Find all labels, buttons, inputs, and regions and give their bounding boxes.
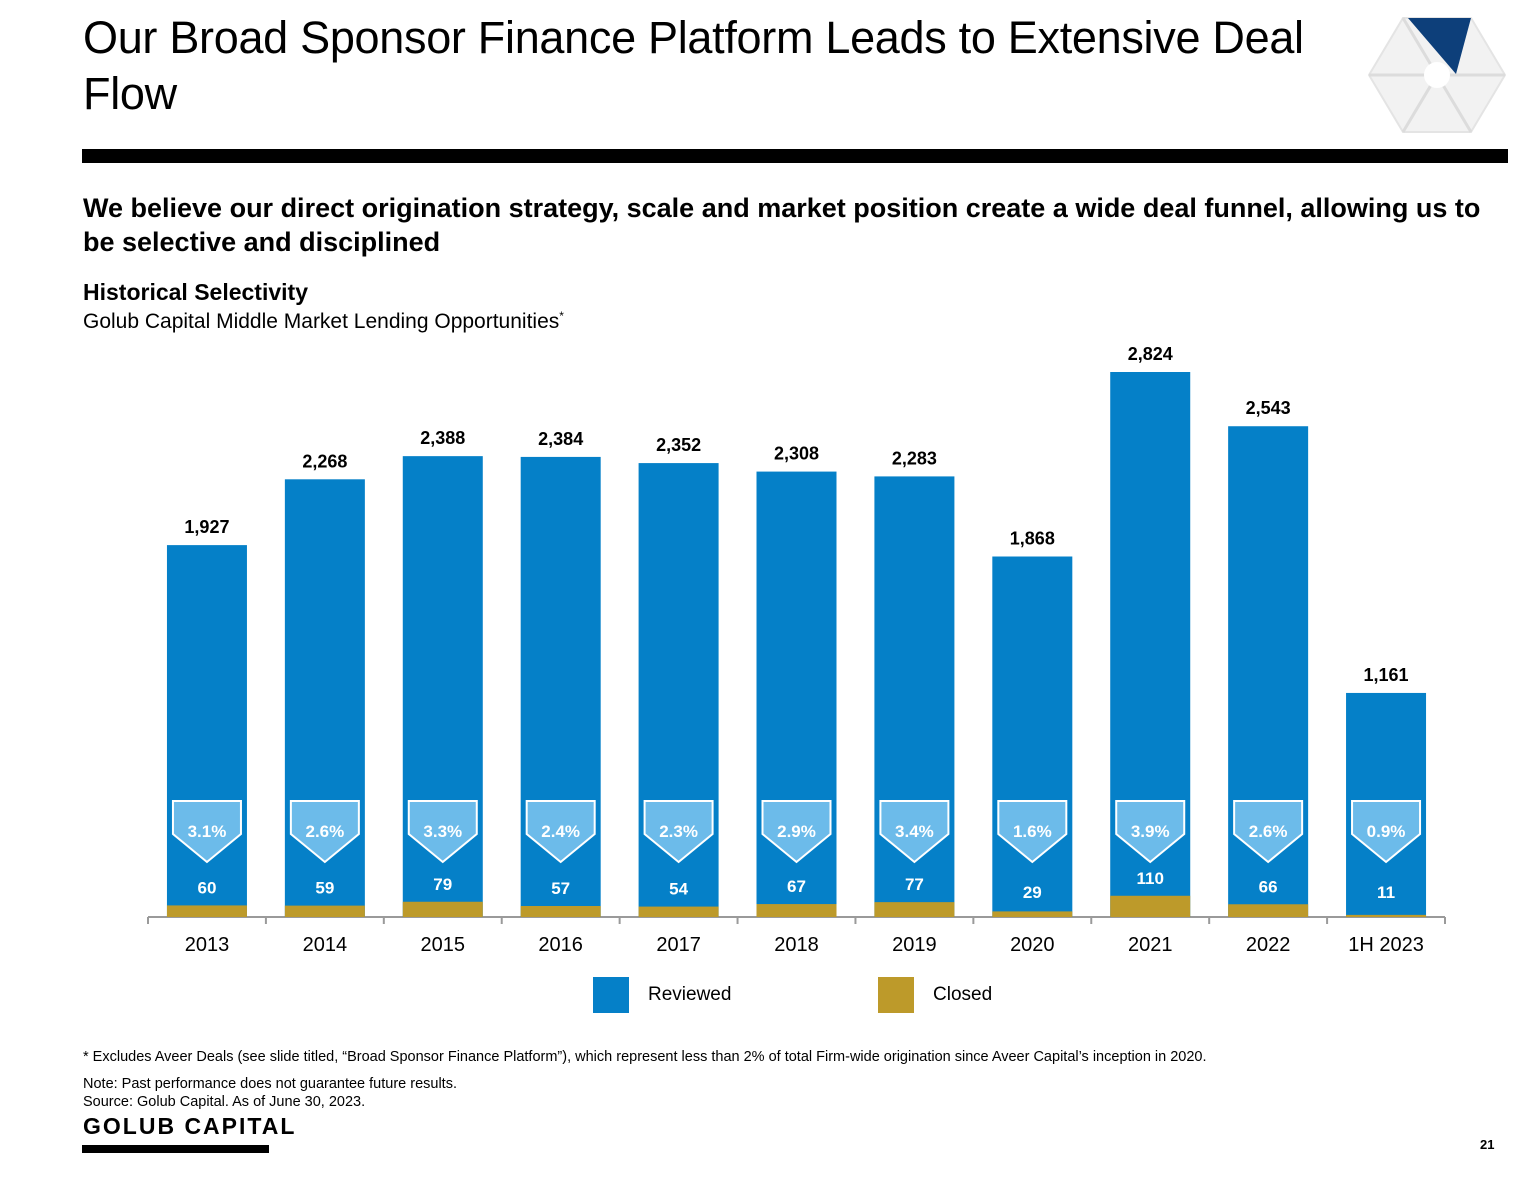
reviewed-value-label: 2,352 — [656, 435, 701, 455]
reviewed-value-label: 2,388 — [420, 428, 465, 448]
closed-value-label: 29 — [1023, 883, 1042, 902]
close-rate-label: 3.1% — [188, 822, 227, 841]
closed-value-label: 66 — [1259, 877, 1278, 896]
closed-bar — [284, 905, 365, 917]
closed-bar — [1346, 914, 1427, 917]
close-rate-badge — [643, 800, 714, 864]
closed-bar — [520, 905, 601, 917]
close-rate-badge — [525, 800, 596, 864]
closed-bar — [756, 904, 837, 917]
closed-value-label: 54 — [669, 880, 688, 899]
closed-bar — [992, 911, 1073, 917]
reviewed-value-label: 1,161 — [1364, 665, 1409, 685]
closed-bar — [166, 905, 247, 917]
close-rate-label: 2.9% — [777, 822, 816, 841]
closed-value-label: 11 — [1377, 883, 1395, 902]
closed-value-label: 79 — [433, 875, 452, 894]
page-number: 21 — [1480, 1137, 1495, 1152]
close-rate-badge — [289, 800, 360, 864]
x-tick-label: 2015 — [421, 934, 466, 956]
title-rule — [82, 149, 1508, 163]
close-rate-label: 0.9% — [1367, 822, 1406, 841]
reviewed-value-label: 2,283 — [892, 448, 937, 468]
close-rate-badge — [997, 800, 1068, 864]
reviewed-value-label: 2,268 — [302, 451, 347, 471]
x-tick-label: 2016 — [538, 934, 583, 956]
performance-note: Note: Past performance does not guarante… — [83, 1076, 457, 1092]
close-rate-badge — [879, 800, 950, 864]
golub-aperture-logo-icon — [1368, 17, 1506, 133]
close-rate-label: 1.6% — [1013, 822, 1052, 841]
x-tick-label: 2021 — [1128, 934, 1173, 956]
source-note: Source: Golub Capital. As of June 30, 20… — [83, 1094, 366, 1110]
close-rate-badge — [761, 800, 832, 864]
x-tick-label: 2020 — [1010, 934, 1055, 956]
close-rate-label: 3.3% — [423, 822, 462, 841]
closed-value-label: 59 — [315, 879, 334, 898]
close-rate-badge — [171, 800, 242, 864]
reviewed-value-label: 2,308 — [774, 444, 819, 464]
note-block: Note: Past performance does not guarante… — [83, 1075, 457, 1111]
reviewed-value-label: 1,927 — [184, 517, 229, 537]
reviewed-value-label: 2,384 — [538, 429, 583, 449]
x-tick-label: 2018 — [774, 934, 819, 956]
x-tick-label: 2013 — [185, 934, 230, 956]
close-rate-badge — [407, 800, 478, 864]
close-rate-label: 2.3% — [659, 822, 698, 841]
close-rate-label: 2.6% — [305, 822, 344, 841]
footnote: * Excludes Aveer Deals (see slide titled… — [83, 1049, 1207, 1065]
closed-value-label: 110 — [1137, 869, 1164, 888]
close-rate-badge — [1233, 800, 1304, 864]
x-tick-label: 2014 — [303, 934, 348, 956]
brand-wordmark: GOLUB CAPITAL — [83, 1113, 297, 1139]
closed-value-label: 67 — [787, 877, 806, 896]
chart-subtitle: Golub Capital Middle Market Lending Oppo… — [83, 309, 564, 334]
headline: We believe our direct origination strate… — [83, 193, 1481, 257]
legend-item-closed: Closed — [878, 977, 992, 1013]
closed-value-label: 60 — [197, 878, 216, 897]
brand-rule — [82, 1145, 269, 1153]
reviewed-value-label: 2,824 — [1128, 344, 1173, 364]
closed-value-label: 57 — [551, 879, 570, 898]
close-rate-badge — [1115, 800, 1186, 864]
x-tick-label: 2017 — [656, 934, 701, 956]
close-rate-label: 2.6% — [1249, 822, 1288, 841]
closed-bar — [1228, 904, 1309, 917]
x-tick-label: 1H 2023 — [1348, 934, 1424, 956]
closed-bar — [1110, 895, 1191, 917]
reviewed-value-label: 1,868 — [1010, 528, 1055, 548]
close-rate-label: 3.4% — [895, 822, 934, 841]
legend-label-closed: Closed — [933, 984, 993, 1005]
legend-swatch-reviewed — [593, 977, 629, 1013]
x-tick-label: 2019 — [892, 934, 937, 956]
close-rate-label: 3.9% — [1131, 822, 1170, 841]
closed-bar — [402, 901, 483, 917]
legend-item-reviewed: Reviewed — [593, 977, 731, 1013]
close-rate-label: 2.4% — [541, 822, 580, 841]
x-tick-label: 2022 — [1246, 934, 1291, 956]
closed-value-label: 77 — [905, 875, 924, 894]
chart-subtitle-text: Golub Capital Middle Market Lending Oppo… — [83, 310, 560, 333]
closed-bar — [638, 906, 719, 917]
closed-bar — [874, 902, 955, 917]
legend-label-reviewed: Reviewed — [648, 984, 732, 1005]
chart-subtitle-footnote-mark: * — [559, 309, 564, 323]
chart-title: Historical Selectivity — [83, 279, 308, 305]
page-title: Our Broad Sponsor Finance Platform Leads… — [83, 12, 1304, 119]
legend-swatch-closed — [878, 977, 914, 1013]
reviewed-value-label: 2,543 — [1246, 398, 1291, 418]
close-rate-badge — [1351, 800, 1422, 864]
bar-chart: 1,927 3.1% 60 2013 2,268 2.6% 59 2014 2,388 3.3% 7… — [147, 344, 1446, 956]
